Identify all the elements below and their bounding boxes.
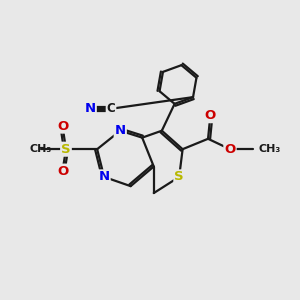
Text: N: N <box>85 102 96 115</box>
Text: C: C <box>106 102 116 115</box>
Text: O: O <box>57 165 68 178</box>
Text: S: S <box>174 170 184 183</box>
Text: O: O <box>205 109 216 122</box>
Text: CH₃: CH₃ <box>259 144 281 154</box>
Text: O: O <box>57 120 68 133</box>
Text: N: N <box>98 170 110 183</box>
Text: N: N <box>115 124 126 137</box>
Text: CH₃: CH₃ <box>29 144 52 154</box>
Text: O: O <box>224 143 236 156</box>
Text: S: S <box>61 143 71 156</box>
